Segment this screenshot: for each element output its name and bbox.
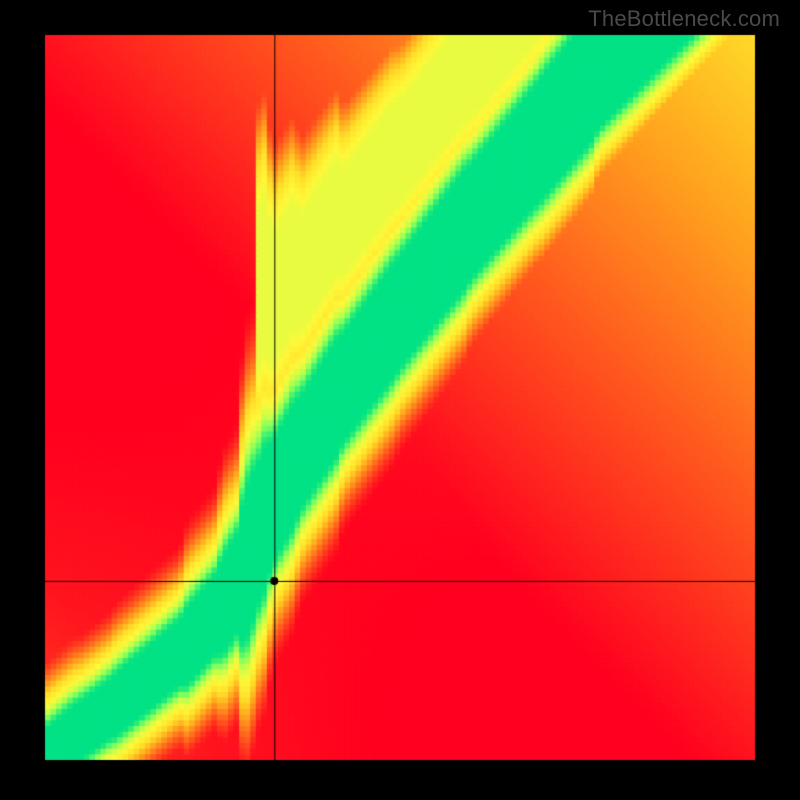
- watermark-text: TheBottleneck.com: [588, 6, 780, 32]
- bottleneck-heatmap: [0, 0, 800, 800]
